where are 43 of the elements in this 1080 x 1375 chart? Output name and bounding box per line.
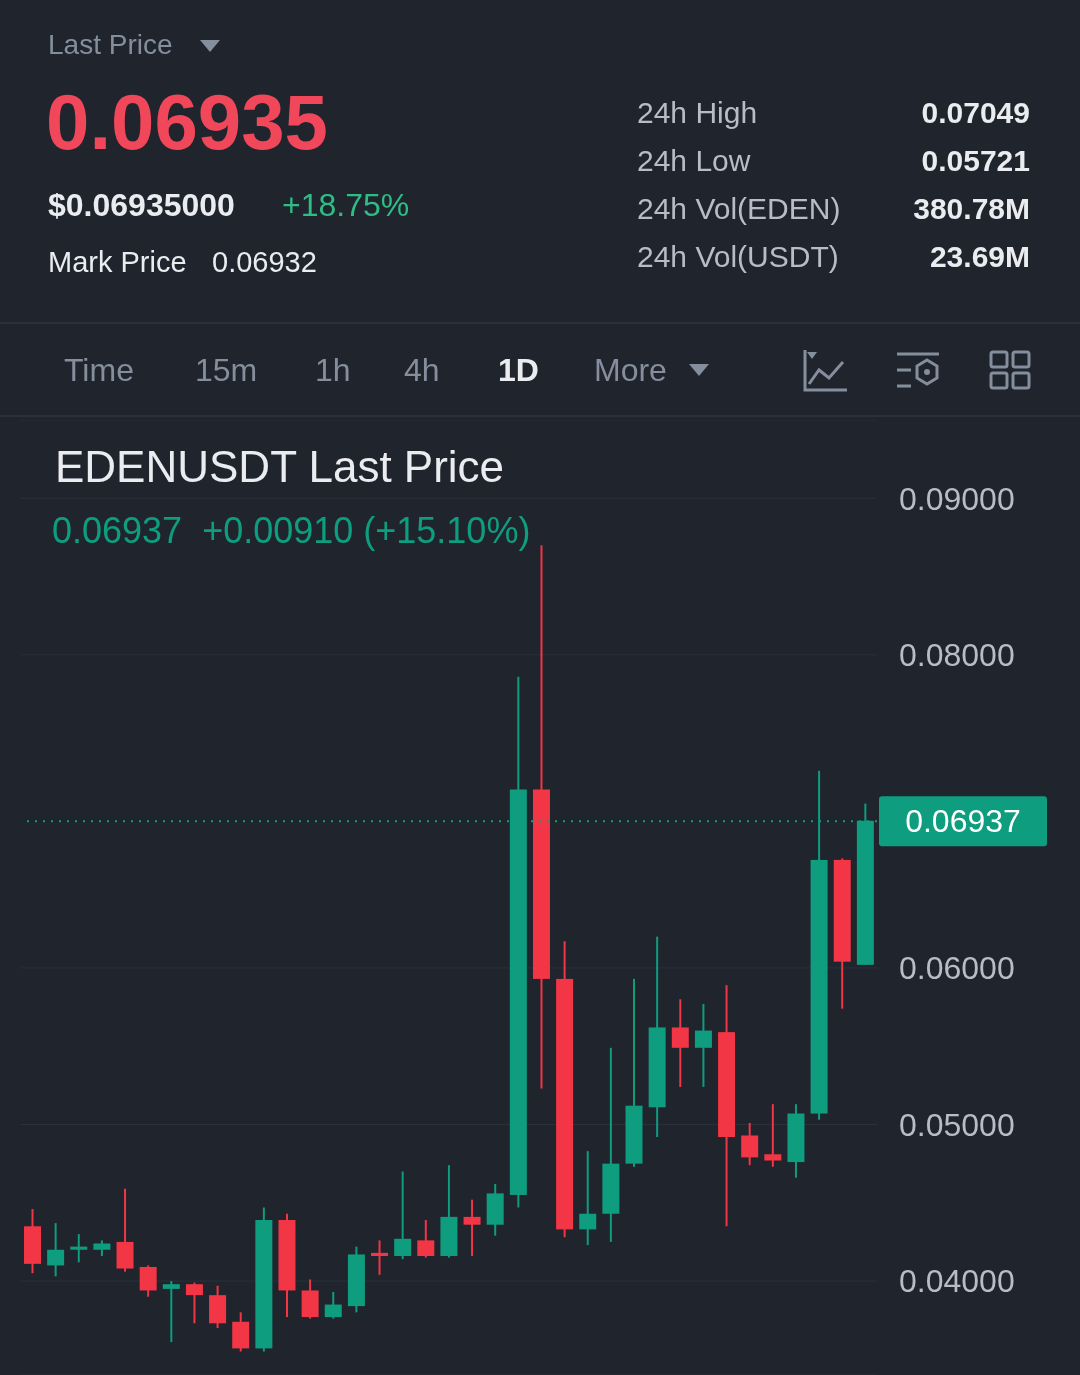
text: Last Price — [48, 29, 173, 60]
y-tick-label: 0.05000 — [899, 1106, 1015, 1143]
text: 15m — [195, 352, 258, 388]
candlestick — [417, 1219, 435, 1259]
text: 24h Low — [637, 144, 751, 177]
candlestick — [741, 1121, 759, 1167]
text: More — [594, 352, 667, 388]
candlestick — [162, 1280, 180, 1344]
text: 380.78M — [913, 192, 1030, 225]
text: 1h — [315, 352, 351, 388]
y-tick-label: 0.06000 — [899, 950, 1015, 987]
candlestick — [139, 1264, 157, 1298]
y-tick-label: 0.08000 — [899, 637, 1015, 674]
text: +18.75% — [282, 187, 410, 223]
candlestick — [579, 1150, 597, 1247]
text: 0.06937 +0.00910 (+15.10%) — [52, 510, 531, 551]
text: 1D — [498, 352, 539, 388]
text: 24h Vol(EDEN) — [637, 192, 841, 225]
candlestick — [671, 998, 689, 1088]
candlestick — [185, 1281, 203, 1325]
text: Mark Price — [48, 246, 187, 278]
candlestick — [324, 1291, 342, 1320]
candlestick — [463, 1198, 481, 1258]
text: 23.69M — [929, 240, 1030, 273]
candlestick — [764, 1103, 782, 1168]
text: 0.06932 — [212, 246, 317, 278]
text: 0.07049 — [921, 96, 1030, 129]
candlestick — [394, 1170, 412, 1261]
text: Time — [64, 352, 134, 388]
ref-line-label: 0.06937 — [905, 803, 1021, 840]
y-tick-label: 0.04000 — [899, 1263, 1015, 1300]
text: 0.05721 — [921, 144, 1030, 177]
candlestick — [371, 1239, 389, 1276]
candlestick — [694, 1002, 712, 1088]
text: 0.06935 — [46, 78, 328, 166]
text: 24h Vol(USDT) — [637, 240, 839, 273]
y-tick-label: 0.09000 — [899, 480, 1015, 517]
candlestick — [70, 1233, 88, 1264]
text: 24h High — [637, 96, 758, 129]
candlestick — [47, 1222, 65, 1278]
text: EDENUSDT Last Price — [55, 442, 505, 491]
text: 4h — [404, 352, 440, 388]
text: $0.06935000 — [48, 187, 235, 223]
